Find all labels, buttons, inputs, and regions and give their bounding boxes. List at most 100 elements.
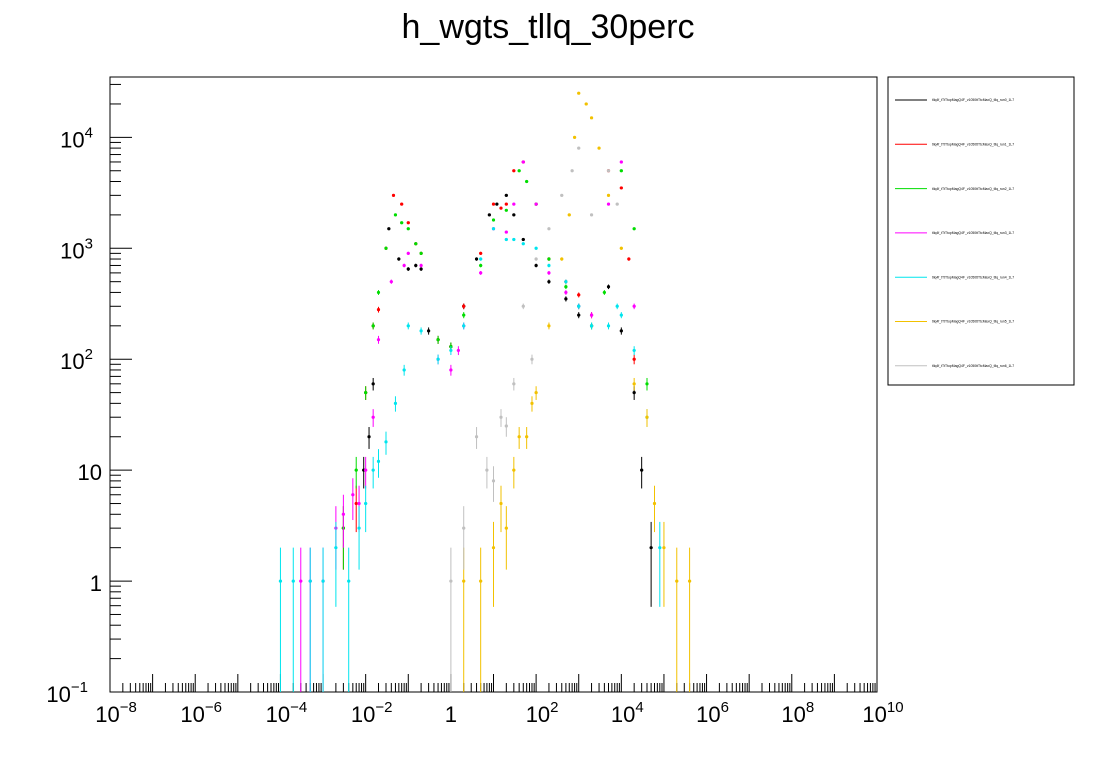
data-point (371, 415, 375, 419)
x-tick-label: 106 (696, 699, 729, 727)
data-point (334, 546, 338, 550)
data-point (632, 391, 636, 395)
x-tick-label: 10−8 (95, 699, 137, 727)
data-point (645, 382, 649, 386)
data-point (479, 257, 483, 261)
data-point (589, 213, 594, 217)
legend-label: tllq4f_tTtTtopMagQ4F_v1050ttTtcMaxQ_tllq… (932, 98, 1014, 102)
data-point (376, 338, 381, 342)
data-point (564, 297, 568, 301)
data-point (564, 285, 568, 289)
legend-label: tllq4f_tTtTtopMagQ4F_v1050ttTtcMaxQ_tllq… (932, 364, 1014, 368)
data-point (560, 257, 564, 261)
data-point (534, 202, 538, 206)
data-point (406, 267, 410, 271)
data-point (577, 304, 581, 308)
data-point (521, 160, 525, 164)
series-3 (299, 160, 636, 692)
data-point (419, 251, 423, 255)
data-point (371, 468, 375, 472)
data-point (517, 169, 521, 173)
data-point (364, 391, 368, 395)
data-point (504, 202, 508, 206)
data-point (436, 338, 440, 342)
data-point (521, 237, 525, 242)
data-point (632, 382, 636, 386)
y-tick-label: 10−1 (46, 679, 88, 707)
data-point (512, 202, 516, 206)
data-point (584, 102, 588, 106)
data-point (479, 271, 483, 275)
data-point (577, 293, 581, 297)
x-tick-label: 102 (526, 699, 559, 727)
data-point (491, 227, 496, 231)
data-point (400, 221, 404, 225)
data-point (391, 193, 396, 197)
series-6 (449, 146, 619, 692)
data-point (512, 213, 516, 217)
data-point (512, 382, 516, 386)
data-point (449, 579, 453, 583)
data-point (462, 579, 466, 583)
data-point (354, 468, 358, 472)
data-point (462, 324, 466, 328)
data-point (499, 206, 503, 210)
data-point (299, 579, 303, 583)
data-point (384, 440, 388, 444)
legend-box (887, 76, 1075, 386)
data-point (487, 213, 491, 217)
axes: 10−8 10−6 10−4 10−2 1 102 104 106 108 1010 10−1 1 10… (46, 83, 904, 727)
data-point (474, 435, 479, 439)
data-point (406, 324, 410, 328)
y-tick-label: 104 (60, 124, 93, 152)
data-point (449, 368, 453, 372)
data-point (479, 263, 483, 268)
data-point (479, 579, 483, 583)
data-point (504, 237, 508, 242)
data-point (606, 193, 611, 197)
data-point (384, 246, 388, 250)
data-point (652, 501, 657, 506)
data-point (321, 579, 325, 583)
data-point (560, 193, 564, 197)
data-point (278, 579, 283, 583)
y-tick-label: 102 (60, 346, 93, 374)
data-point (645, 415, 649, 419)
data-series (278, 91, 692, 692)
data-point (485, 468, 489, 472)
y-tick-label: 10 (78, 460, 102, 485)
data-point (606, 169, 611, 173)
y-tick-label: 103 (60, 235, 93, 263)
data-point (517, 435, 521, 439)
data-point (504, 526, 508, 530)
data-point (521, 242, 525, 246)
data-point (371, 382, 375, 386)
data-point (402, 263, 406, 268)
data-point (632, 227, 636, 231)
data-point (675, 579, 679, 583)
data-point (504, 230, 508, 234)
legend-label: tllq4f_tTtTtopMagQ4F_v1050ttTtcMaxQ_tllq… (932, 187, 1014, 191)
data-point (364, 468, 368, 472)
data-point (597, 146, 601, 150)
series-5 (462, 91, 692, 692)
data-point (589, 116, 594, 120)
data-point (495, 202, 499, 206)
data-point (615, 304, 619, 308)
data-point (291, 579, 295, 583)
data-point (504, 424, 508, 428)
data-point (387, 227, 391, 231)
data-point (456, 348, 460, 353)
data-point (632, 304, 636, 308)
data-point (534, 257, 538, 261)
series-0 (362, 193, 653, 607)
data-point (649, 546, 653, 550)
data-point (376, 459, 381, 463)
data-point (589, 313, 594, 317)
legend-label: tllq4f_tTtTtopMagQ4F_v1050ttTtcMaxQ_tllq… (932, 275, 1014, 279)
data-point (534, 391, 538, 395)
data-point (662, 546, 666, 550)
y-tick-label: 1 (90, 571, 102, 596)
data-point (547, 257, 551, 261)
data-point (606, 324, 611, 328)
